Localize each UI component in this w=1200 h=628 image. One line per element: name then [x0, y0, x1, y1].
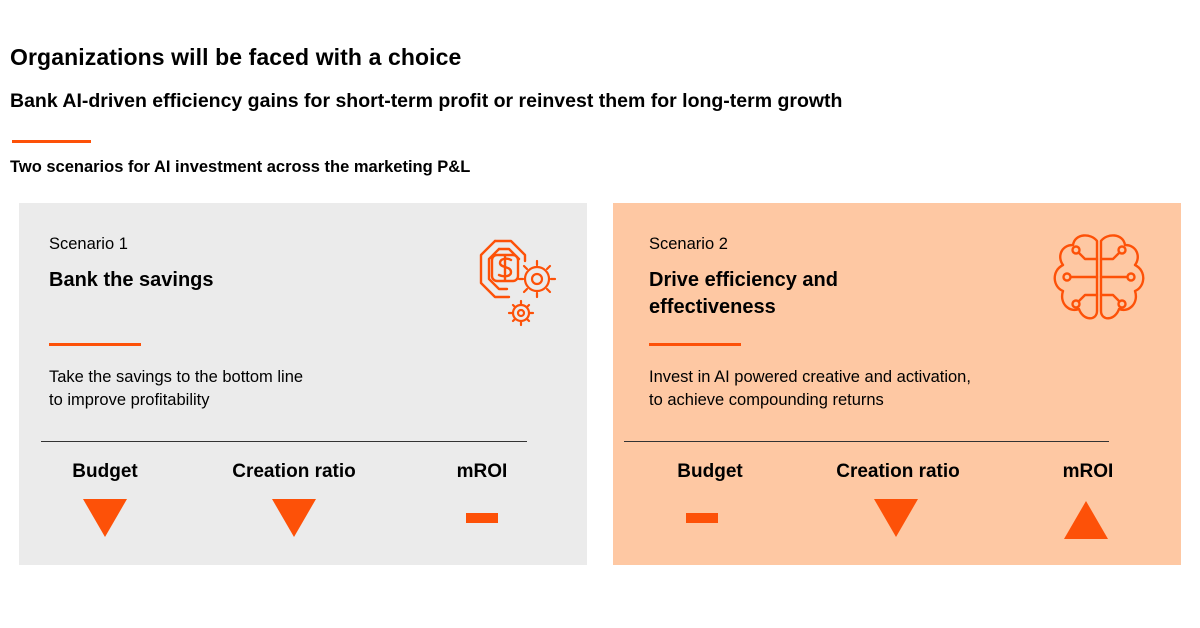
scenario-1-description: Take the savings to the bottom line to i…: [49, 366, 303, 412]
scenario-2-creation-ratio-label: Creation ratio: [836, 461, 960, 482]
scenario-2-description-line-1: Invest in AI powered creative and activa…: [649, 368, 971, 386]
scenario-1-creation-ratio-label: Creation ratio: [232, 461, 356, 482]
scenario-1-mroi-flat-dash-icon: [466, 513, 498, 523]
scenario-1-panel: Scenario 1 Bank the savings Take the sav…: [19, 203, 587, 565]
scenario-2-budget-label: Budget: [677, 461, 743, 482]
scenario-2-divider: [624, 441, 1109, 442]
scenario-2-panel: Scenario 2 Drive efficiency and effectiv…: [613, 203, 1181, 565]
scenario-1-budget-label: Budget: [72, 461, 138, 482]
scenario-2-mroi-label: mROI: [1062, 461, 1114, 482]
scenario-1-divider: [41, 441, 527, 442]
accent-bar: [12, 140, 91, 143]
scenario-1-description-line-2: to improve profitability: [49, 391, 210, 409]
scenario-1-creation-ratio-down-arrow-icon: [272, 499, 316, 537]
scenario-2-title: Drive efficiency and effectiveness: [649, 269, 838, 318]
scenario-2-budget-flat-dash-icon: [686, 513, 718, 523]
dollar-gears-icon: [479, 239, 557, 327]
page-title: Organizations will be faced with a choic…: [10, 44, 462, 70]
scenario-2-mroi-up-arrow-icon: [1064, 501, 1108, 539]
scenario-1-title: Bank the savings: [49, 269, 214, 291]
scenario-2-creation-ratio-down-arrow-icon: [874, 499, 918, 537]
scenario-2-description-line-2: to achieve compounding returns: [649, 391, 884, 409]
scenario-2-number: Scenario 2: [649, 235, 728, 253]
ai-brain-icon: [1053, 234, 1145, 320]
scenario-1-accent-line: [49, 343, 141, 346]
scenario-1-budget-down-arrow-icon: [83, 499, 127, 537]
scenario-1-mroi-label: mROI: [456, 461, 508, 482]
scenario-2-accent-line: [649, 343, 741, 346]
page-subtitle: Bank AI-driven efficiency gains for shor…: [10, 90, 843, 112]
scenario-1-description-line-1: Take the savings to the bottom line: [49, 368, 304, 386]
scenario-1-number: Scenario 1: [49, 235, 128, 253]
section-label: Two scenarios for AI investment across t…: [10, 158, 471, 176]
scenario-2-description: Invest in AI powered creative and activa…: [649, 366, 971, 412]
